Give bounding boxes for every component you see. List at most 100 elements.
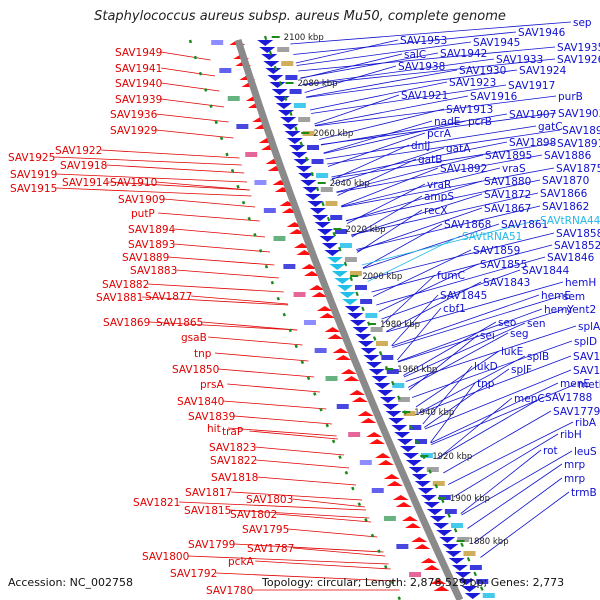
reverse-gene-arrow (275, 103, 292, 109)
reverse-gene-arrow (458, 579, 475, 585)
reverse-gene-arrow (399, 446, 416, 452)
right-leader-line (424, 369, 572, 430)
forward-gene-arrow (296, 250, 313, 255)
right-leader-line (319, 108, 445, 140)
left-gene-label: SAV1780 (206, 585, 253, 597)
right-gene-label: splF (511, 364, 532, 376)
left-leader-line (179, 501, 367, 511)
feature-block (375, 341, 388, 346)
right-leader-line (323, 120, 433, 154)
forward-gene-arrow (343, 376, 360, 381)
forward-gene-arrow (335, 355, 352, 360)
feature-block (311, 159, 324, 164)
right-gene-label: SAV1875 (556, 163, 600, 175)
right-leader-line (422, 365, 473, 425)
left-gene-label: SAV1940 (115, 78, 162, 90)
right-leader-line (453, 433, 559, 498)
reverse-gene-arrow (388, 418, 405, 424)
reverse-gene-arrow (347, 313, 364, 319)
reverse-gene-arrow (368, 369, 385, 375)
right-leader-line (376, 256, 546, 306)
reverse-gene-arrow (317, 229, 334, 235)
left-gene-label: SAV1823 (209, 442, 256, 454)
feature-block (403, 411, 416, 416)
right-gene-label: SAV1867 (484, 203, 531, 215)
right-leader-line (296, 41, 472, 66)
left-gene-label: SAV1799 (188, 539, 235, 551)
feature-block (293, 292, 306, 297)
feature-block (277, 47, 290, 52)
forward-gene-arrow (308, 285, 325, 290)
feature-block (293, 103, 306, 108)
feature-block (392, 383, 405, 388)
forward-gene-arrow (332, 348, 349, 353)
reverse-gene-arrow (324, 250, 341, 256)
right-gene-label: sep (573, 17, 592, 29)
left-leader-line (156, 113, 229, 123)
left-gene-label: SAV1802 (230, 509, 277, 521)
forward-gene-arrow (414, 544, 431, 549)
right-gene-label: sem (563, 291, 585, 303)
left-leader-line (231, 491, 363, 501)
left-gene-label: SAV1818 (211, 472, 258, 484)
right-leader-line (366, 232, 555, 280)
forward-gene-arrow (405, 523, 422, 528)
right-gene-label: hemH (565, 277, 596, 289)
left-gene-label: SAV1850 (172, 364, 219, 376)
right-leader-line (396, 307, 442, 361)
feature-block (397, 397, 410, 402)
tick-marks: 2100 kbp 2080 kbp 2060 kbp 2040 kbp 2020 kbp… (271, 33, 509, 547)
left-leader-line (161, 67, 216, 77)
right-leader-line (295, 39, 399, 64)
right-gene-label: SAV1891 (557, 138, 600, 150)
right-leader-line (378, 263, 479, 312)
right-gene-label: fumC (437, 270, 465, 282)
left-leader-line (208, 336, 303, 346)
reverse-gene-arrow (269, 82, 286, 88)
forward-gene-arrow (293, 243, 310, 248)
feature-block (316, 173, 329, 178)
forward-gene-arrow (324, 327, 341, 332)
left-gene-label: SAV1918 (60, 160, 107, 172)
right-gene-label: gatB (418, 154, 442, 166)
right-gene-label: vraR (427, 179, 451, 191)
reverse-gene-arrow (355, 334, 372, 340)
reverse-gene-arrow (448, 558, 465, 564)
left-gene-label: SAV1914 (62, 177, 110, 189)
left-leader-line (101, 149, 240, 159)
left-leader-line (234, 415, 333, 425)
feature-block (344, 257, 357, 262)
left-leader-line (255, 560, 391, 570)
left-leader-line (188, 555, 389, 565)
right-leader-line (403, 321, 497, 376)
right-gene-label: SAV1868 (444, 219, 491, 231)
right-leader-line (300, 52, 439, 79)
right-gene-label: hemE (541, 290, 571, 302)
reverse-gene-arrow (265, 68, 282, 74)
forward-gene-arrow (327, 334, 344, 339)
reverse-gene-arrow (307, 201, 324, 207)
tick-ring (263, 35, 489, 600)
feature-block (325, 201, 338, 206)
left-gene-label: SAV1877 (145, 291, 192, 303)
feature-block (336, 404, 349, 409)
left-leader-line (174, 243, 271, 253)
right-gene-label: pcrB (468, 116, 492, 128)
forward-gene-arrow (433, 586, 450, 591)
right-gene-label: SAV1870 (542, 175, 589, 187)
right-gene-label: SAV1788 (545, 392, 592, 404)
left-leader-line (230, 509, 370, 519)
forward-gene-arrow (383, 474, 400, 479)
right-gene-label: ribH (560, 429, 582, 441)
feature-block (476, 579, 489, 584)
left-gene-label: SAV1922 (55, 145, 102, 157)
left-leader-line (142, 296, 289, 306)
feature-block (320, 187, 333, 192)
left-leader-line (288, 528, 378, 538)
reverse-gene-arrow (286, 138, 303, 144)
reverse-gene-arrow (284, 131, 301, 137)
feature-block (381, 355, 394, 360)
left-leader-line (276, 513, 372, 523)
left-gene-label: SAV1865 (156, 317, 203, 329)
left-gene-label: SAV1787 (247, 543, 294, 555)
